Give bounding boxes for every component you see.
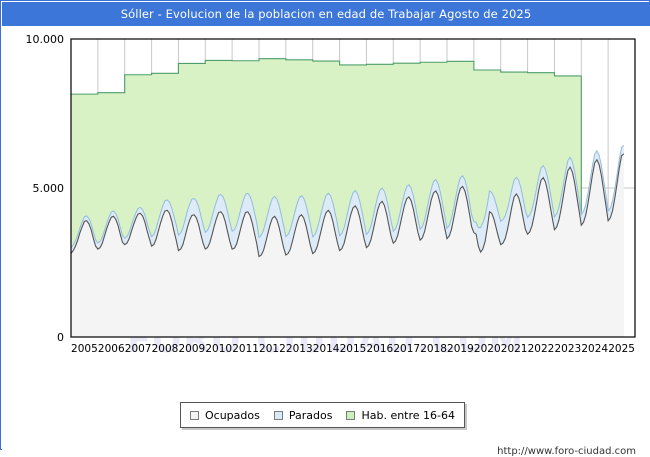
x-tick-label: 2009 — [178, 343, 205, 355]
y-axis-tick-labels: 0 5.000 10.000 — [26, 33, 65, 344]
x-tick-label: 2025 — [608, 343, 635, 355]
x-tick-label: 2015 — [340, 343, 367, 355]
x-tick-label: 2021 — [501, 343, 528, 355]
x-tick-label: 2005 — [71, 343, 98, 355]
legend-swatch-habitantes — [346, 410, 356, 420]
x-tick-label: 2024 — [581, 343, 608, 355]
legend-label-habitantes: Hab. entre 16-64 — [361, 408, 456, 422]
x-tick-label: 2010 — [205, 343, 232, 355]
legend-item-ocupados[interactable]: Ocupados — [190, 409, 260, 422]
chart-canvas: FORO CIUDAD.COM 0 5.000 10.000 2005 2006 200… — [2, 26, 650, 457]
legend-item-habitantes[interactable]: Hab. entre 16-64 — [346, 409, 455, 422]
x-tick-label: 2023 — [554, 343, 581, 355]
x-tick-label: 2018 — [420, 343, 447, 355]
chart-legend: Ocupados Parados Hab. entre 16-64 — [180, 402, 466, 428]
legend-label-ocupados: Ocupados — [205, 408, 260, 422]
legend-item-parados[interactable]: Parados — [273, 408, 333, 422]
window-title-bar: Sóller - Evolucion de la poblacion en ed… — [2, 2, 650, 26]
y-tick-label: 0 — [57, 331, 64, 344]
parados-line — [70, 145, 625, 249]
x-axis-tick-labels: 2005 2006 2007 2008 2009 2010 2011 2012 2013 2014… — [71, 343, 635, 355]
series-ocupados-area — [70, 153, 625, 337]
parados-band-fill — [71, 145, 624, 257]
page-title: Sóller - Evolucion de la poblacion en ed… — [120, 7, 532, 21]
ocupados-line — [70, 153, 625, 258]
x-tick-label: 2017 — [393, 343, 420, 355]
x-tick-label: 2020 — [474, 343, 501, 355]
y-tick-label: 5.000 — [33, 182, 65, 195]
ocupados-area-fill — [71, 153, 624, 337]
x-tick-label: 2006 — [98, 343, 125, 355]
habitantes-line — [71, 58, 582, 95]
x-tick-label: 2007 — [125, 343, 152, 355]
x-tick-label: 2014 — [313, 343, 340, 355]
x-tick-label: 2022 — [528, 343, 555, 355]
legend-swatch-parados — [273, 410, 283, 420]
y-tick-label: 10.000 — [26, 33, 65, 46]
x-tick-label: 2012 — [259, 343, 286, 355]
source-url: http://www.foro-ciudad.com — [497, 446, 636, 457]
plot-border — [70, 38, 636, 338]
legend-label-parados: Parados — [288, 408, 333, 422]
x-tick-label: 2016 — [366, 343, 393, 355]
legend-swatch-ocupados — [190, 410, 199, 420]
x-tick-label: 2019 — [447, 343, 474, 355]
series-parados-area — [70, 145, 625, 257]
x-tick-label: 2013 — [286, 343, 313, 355]
x-tick-label: 2008 — [152, 343, 179, 355]
x-tick-label: 2011 — [232, 343, 259, 355]
